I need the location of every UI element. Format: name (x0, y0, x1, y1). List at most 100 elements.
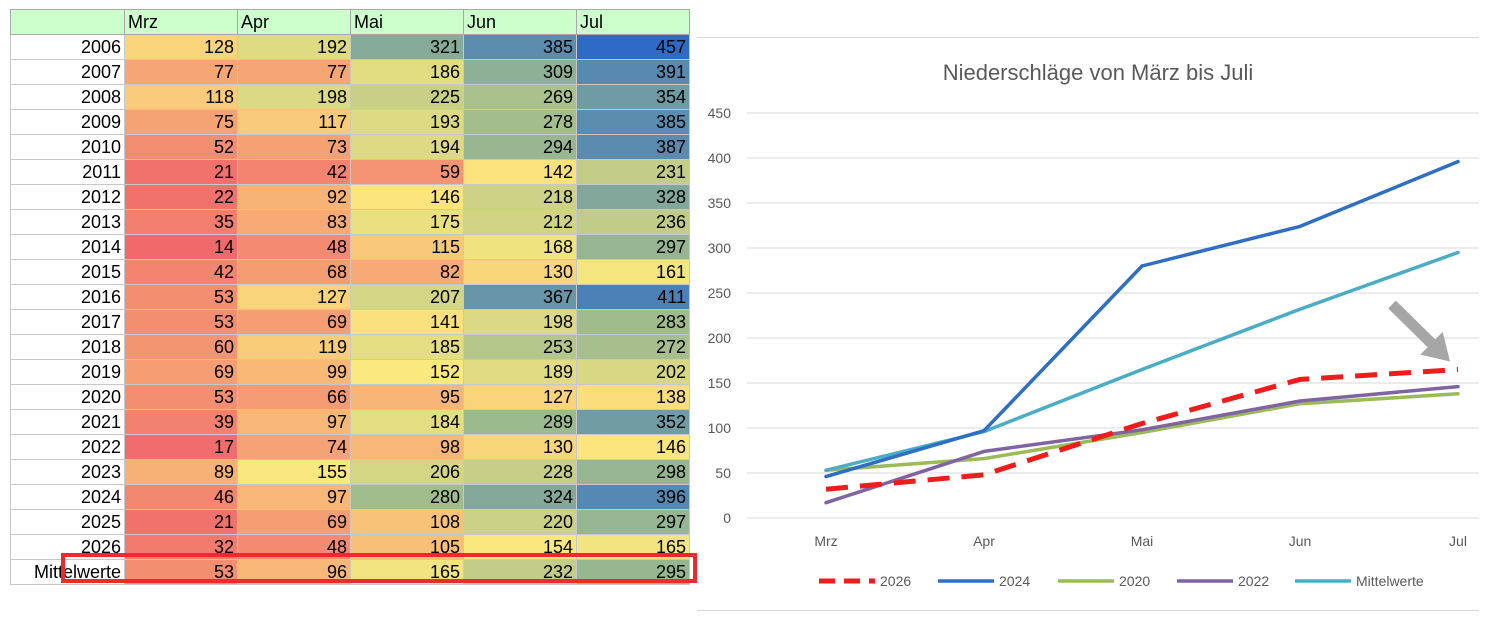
value-cell-apr[interactable]: 127 (237, 284, 351, 310)
value-cell-jun[interactable]: 189 (463, 359, 577, 385)
legend-item-2022[interactable]: 2022 (1177, 573, 1269, 589)
value-cell-jul[interactable]: 236 (576, 209, 690, 235)
value-cell-mrz[interactable]: 77 (124, 59, 238, 85)
value-cell-apr[interactable]: 155 (237, 459, 351, 485)
value-cell-mrz[interactable]: 39 (124, 409, 238, 435)
value-cell-jun[interactable]: 142 (463, 159, 577, 185)
header-corner-cell[interactable] (10, 9, 125, 35)
row-label-cell[interactable]: 2024 (10, 484, 125, 510)
row-label-cell[interactable]: 2023 (10, 459, 125, 485)
value-cell-jul[interactable]: 297 (576, 509, 690, 535)
row-label-cell[interactable]: 2010 (10, 134, 125, 160)
row-label-cell[interactable]: 2021 (10, 409, 125, 435)
value-cell-mai[interactable]: 95 (350, 384, 464, 410)
row-label-cell[interactable]: 2016 (10, 284, 125, 310)
value-cell-apr[interactable]: 99 (237, 359, 351, 385)
value-cell-jun[interactable]: 130 (463, 259, 577, 285)
value-cell-apr[interactable]: 69 (237, 509, 351, 535)
value-cell-jul[interactable]: 138 (576, 384, 690, 410)
value-cell-mrz[interactable]: 52 (124, 134, 238, 160)
value-cell-apr[interactable]: 66 (237, 384, 351, 410)
value-cell-apr[interactable]: 69 (237, 309, 351, 335)
row-label-cell[interactable]: 2007 (10, 59, 125, 85)
value-cell-mrz[interactable]: 60 (124, 334, 238, 360)
value-cell-jun[interactable]: 220 (463, 509, 577, 535)
row-label-cell[interactable]: 2015 (10, 259, 125, 285)
value-cell-apr[interactable]: 97 (237, 409, 351, 435)
value-cell-mai[interactable]: 184 (350, 409, 464, 435)
value-cell-mai[interactable]: 146 (350, 184, 464, 210)
value-cell-apr[interactable]: 117 (237, 109, 351, 135)
value-cell-jun[interactable]: 367 (463, 284, 577, 310)
value-cell-mai[interactable]: 98 (350, 434, 464, 460)
row-label-cell[interactable]: 2008 (10, 84, 125, 110)
value-cell-jul[interactable]: 354 (576, 84, 690, 110)
value-cell-mai[interactable]: 152 (350, 359, 464, 385)
value-cell-apr[interactable]: 96 (237, 559, 351, 585)
value-cell-jun[interactable]: 154 (463, 534, 577, 560)
value-cell-mrz[interactable]: 32 (124, 534, 238, 560)
row-label-cell[interactable]: 2019 (10, 359, 125, 385)
value-cell-jul[interactable]: 396 (576, 484, 690, 510)
row-label-cell[interactable]: 2018 (10, 334, 125, 360)
legend-item-2024[interactable]: 2024 (938, 573, 1030, 589)
value-cell-jun[interactable]: 324 (463, 484, 577, 510)
value-cell-jun[interactable]: 228 (463, 459, 577, 485)
value-cell-jul[interactable]: 457 (576, 34, 690, 60)
value-cell-jul[interactable]: 231 (576, 159, 690, 185)
value-cell-mai[interactable]: 82 (350, 259, 464, 285)
row-label-cell[interactable]: 2011 (10, 159, 125, 185)
value-cell-jul[interactable]: 295 (576, 559, 690, 585)
value-cell-apr[interactable]: 198 (237, 84, 351, 110)
row-label-cell[interactable]: Mittelwerte (10, 559, 125, 585)
row-label-cell[interactable]: 2009 (10, 109, 125, 135)
row-label-cell[interactable]: 2012 (10, 184, 125, 210)
value-cell-apr[interactable]: 73 (237, 134, 351, 160)
row-label-cell[interactable]: 2006 (10, 34, 125, 60)
row-label-cell[interactable]: 2025 (10, 509, 125, 535)
value-cell-jul[interactable]: 297 (576, 234, 690, 260)
value-cell-apr[interactable]: 119 (237, 334, 351, 360)
value-cell-mai[interactable]: 165 (350, 559, 464, 585)
value-cell-jun[interactable]: 130 (463, 434, 577, 460)
value-cell-jun[interactable]: 253 (463, 334, 577, 360)
row-label-cell[interactable]: 2014 (10, 234, 125, 260)
value-cell-mrz[interactable]: 21 (124, 159, 238, 185)
value-cell-jul[interactable]: 202 (576, 359, 690, 385)
value-cell-mrz[interactable]: 75 (124, 109, 238, 135)
value-cell-apr[interactable]: 68 (237, 259, 351, 285)
value-cell-mrz[interactable]: 46 (124, 484, 238, 510)
value-cell-mrz[interactable]: 42 (124, 259, 238, 285)
header-month-jul[interactable]: Jul (576, 9, 690, 35)
value-cell-jul[interactable]: 272 (576, 334, 690, 360)
value-cell-jul[interactable]: 328 (576, 184, 690, 210)
value-cell-mrz[interactable]: 53 (124, 309, 238, 335)
value-cell-mrz[interactable]: 21 (124, 509, 238, 535)
value-cell-mai[interactable]: 186 (350, 59, 464, 85)
value-cell-jul[interactable]: 391 (576, 59, 690, 85)
value-cell-mai[interactable]: 321 (350, 34, 464, 60)
value-cell-jun[interactable]: 232 (463, 559, 577, 585)
value-cell-jun[interactable]: 385 (463, 34, 577, 60)
row-label-cell[interactable]: 2013 (10, 209, 125, 235)
value-cell-jul[interactable]: 161 (576, 259, 690, 285)
value-cell-mai[interactable]: 207 (350, 284, 464, 310)
legend-item-2020[interactable]: 2020 (1058, 573, 1150, 589)
header-month-mrz[interactable]: Mrz (124, 9, 238, 35)
value-cell-mrz[interactable]: 89 (124, 459, 238, 485)
value-cell-mrz[interactable]: 128 (124, 34, 238, 60)
value-cell-apr[interactable]: 48 (237, 534, 351, 560)
value-cell-mai[interactable]: 193 (350, 109, 464, 135)
value-cell-jun[interactable]: 212 (463, 209, 577, 235)
header-month-mai[interactable]: Mai (350, 9, 464, 35)
value-cell-mrz[interactable]: 53 (124, 384, 238, 410)
value-cell-jun[interactable]: 168 (463, 234, 577, 260)
value-cell-apr[interactable]: 74 (237, 434, 351, 460)
value-cell-mai[interactable]: 105 (350, 534, 464, 560)
value-cell-jul[interactable]: 385 (576, 109, 690, 135)
header-month-jun[interactable]: Jun (463, 9, 577, 35)
legend-item-2026[interactable]: 2026 (819, 573, 911, 589)
value-cell-mai[interactable]: 115 (350, 234, 464, 260)
value-cell-mai[interactable]: 185 (350, 334, 464, 360)
value-cell-mai[interactable]: 175 (350, 209, 464, 235)
